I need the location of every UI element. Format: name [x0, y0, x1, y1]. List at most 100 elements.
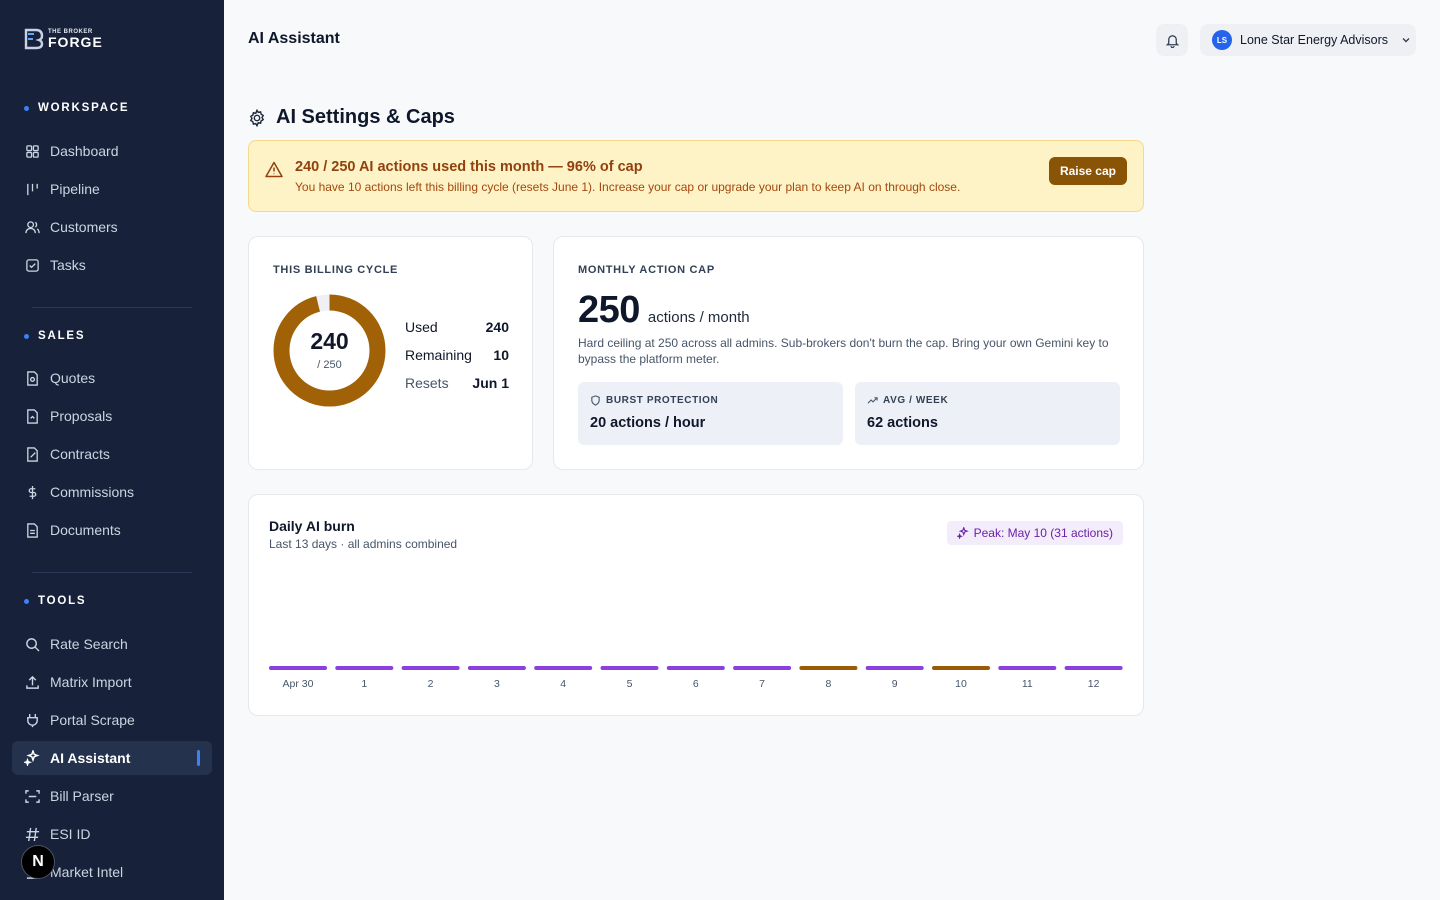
sidebar-item-quotes[interactable]: Quotes [12, 361, 212, 395]
bar-3[interactable] [467, 666, 526, 670]
sparkles-icon [24, 750, 40, 766]
sidebar-item-dashboard[interactable]: Dashboard [12, 134, 212, 168]
brand-line1: THE BROKER [48, 29, 93, 35]
stat-value: 240 [485, 319, 509, 335]
bar-2[interactable] [401, 666, 460, 670]
burst-value: 20 actions / hour [590, 415, 706, 431]
bar-7[interactable] [733, 666, 792, 670]
sidebar-item-label: Tasks [50, 257, 86, 273]
donut-total: / 250 [317, 359, 342, 371]
documents-icon [24, 522, 40, 538]
contracts-icon [24, 446, 40, 462]
sidebar-item-label: ESI ID [50, 826, 91, 842]
settings-title: AI Settings & Caps [248, 106, 455, 129]
sidebar-item-bill-parser[interactable]: Bill Parser [12, 779, 212, 813]
x-tick-label: 7 [759, 678, 765, 690]
burn-subtitle: Last 13 days · all admins combined [269, 537, 458, 551]
x-tick-label: 8 [825, 678, 831, 690]
notifications-button[interactable] [1156, 24, 1188, 56]
bar-apr-30[interactable] [269, 666, 327, 670]
bar-5[interactable] [600, 666, 659, 670]
sidebar-item-label: Dashboard [50, 143, 119, 159]
sidebar-item-portal-scrape[interactable]: Portal Scrape [12, 703, 212, 737]
brand-line2: FORGE [48, 34, 103, 50]
x-tick-label: 11 [1022, 678, 1033, 690]
customers-icon [24, 219, 40, 235]
stat-resets: Resets Jun 1 [405, 369, 509, 397]
section-tools: TOOLS [24, 595, 86, 607]
donut-center: 240 / 250 [273, 294, 386, 407]
x-tick-label: 6 [693, 678, 699, 690]
sidebar-item-label: Matrix Import [50, 674, 132, 690]
bar-9[interactable] [865, 666, 924, 670]
sidebar-item-label: Documents [50, 522, 121, 538]
mini-label: AVG / WEEK [867, 395, 948, 406]
dollar-icon [24, 484, 40, 500]
scan-icon [24, 788, 40, 804]
bar-12[interactable] [1064, 666, 1123, 670]
bell-icon [1165, 34, 1179, 48]
x-tick-label: 9 [892, 678, 898, 690]
dashboard-icon [24, 143, 40, 159]
bar-4[interactable] [534, 666, 593, 670]
alert-title: 240 / 250 AI actions used this month — 9… [295, 159, 643, 175]
cap-unit: actions / month [647, 309, 750, 326]
burst-label: BURST PROTECTION [606, 395, 719, 406]
settings-title-text: AI Settings & Caps [276, 106, 455, 128]
sidebar-item-customers[interactable]: Customers [12, 210, 212, 244]
bar-11[interactable] [998, 666, 1057, 670]
usage-warning-alert: 240 / 250 AI actions used this month — 9… [248, 140, 1144, 212]
section-workspace: WORKSPACE [24, 102, 129, 114]
x-tick-label: Apr 30 [283, 678, 314, 690]
avatar: LS [1212, 30, 1232, 50]
sidebar-item-ai-assistant[interactable]: AI Assistant [12, 741, 212, 775]
daily-burn-card: Daily AI burn Last 13 days · all admins … [248, 494, 1144, 716]
sidebar-item-label: Commissions [50, 484, 135, 500]
sidebar-item-documents[interactable]: Documents [12, 513, 212, 547]
sidebar-item-esi-id[interactable]: ESI ID [12, 817, 212, 851]
bar-10[interactable] [932, 666, 990, 670]
card-label: MONTHLY ACTION CAP [578, 264, 715, 276]
sidebar-item-commissions[interactable]: Commissions [12, 475, 212, 509]
billing-cycle-card: THIS BILLING CYCLE 240 / 250 Used 240 Re… [248, 236, 533, 470]
quotes-icon [24, 370, 40, 386]
chevron-down-icon [1402, 38, 1410, 43]
monthly-cap-card: MONTHLY ACTION CAP 250 actions / month H… [553, 236, 1144, 470]
cap-value: 250 [578, 289, 640, 331]
x-tick-label: 12 [1088, 678, 1100, 690]
section-dot [24, 333, 29, 339]
x-tick-label: 1 [361, 678, 367, 690]
sidebar-item-tasks[interactable]: Tasks [12, 248, 212, 282]
shield-icon [591, 395, 600, 406]
sidebar-item-label: Quotes [50, 370, 96, 386]
org-switcher[interactable]: LS Lone Star Energy Advisors [1200, 24, 1416, 56]
bar-8[interactable] [799, 666, 858, 670]
stat-used: Used 240 [405, 313, 509, 341]
card-label: THIS BILLING CYCLE [273, 264, 399, 276]
bar-6[interactable] [666, 666, 725, 670]
sidebar-item-matrix-import[interactable]: Matrix Import [12, 665, 212, 699]
org-name: Lone Star Energy Advisors [1240, 33, 1388, 47]
sidebar-item-label: Rate Search [50, 636, 128, 652]
sidebar-item-rate-search[interactable]: Rate Search [12, 627, 212, 661]
upload-icon [24, 674, 40, 690]
stat-value: Jun 1 [472, 375, 509, 391]
sidebar-item-proposals[interactable]: Proposals [12, 399, 212, 433]
sidebar-item-label: Portal Scrape [50, 712, 135, 728]
section-label: TOOLS [38, 595, 87, 607]
brand-logo[interactable]: THE BROKER FORGE [24, 28, 103, 50]
sidebar-item-contracts[interactable]: Contracts [12, 437, 212, 471]
mini-label: BURST PROTECTION [590, 395, 718, 406]
daily-burn-chart: Apr 30 1 2 3 4 5 6 7 8 9 10 11 12 [269, 666, 1123, 690]
bar-1[interactable] [335, 666, 394, 670]
sidebar-item-label: Proposals [50, 408, 113, 424]
peak-badge: Peak: May 10 (31 actions) [946, 521, 1123, 545]
dev-indicator-badge[interactable]: N [21, 845, 55, 879]
sidebar-item-pipeline[interactable]: Pipeline [12, 172, 212, 206]
section-label: WORKSPACE [38, 102, 130, 114]
sidebar-item-label: Pipeline [50, 181, 100, 197]
burn-title: Daily AI burn [269, 518, 355, 534]
raise-cap-button[interactable]: Raise cap [1048, 157, 1127, 185]
page-title: AI Assistant [248, 30, 340, 47]
section-dot [24, 105, 29, 111]
